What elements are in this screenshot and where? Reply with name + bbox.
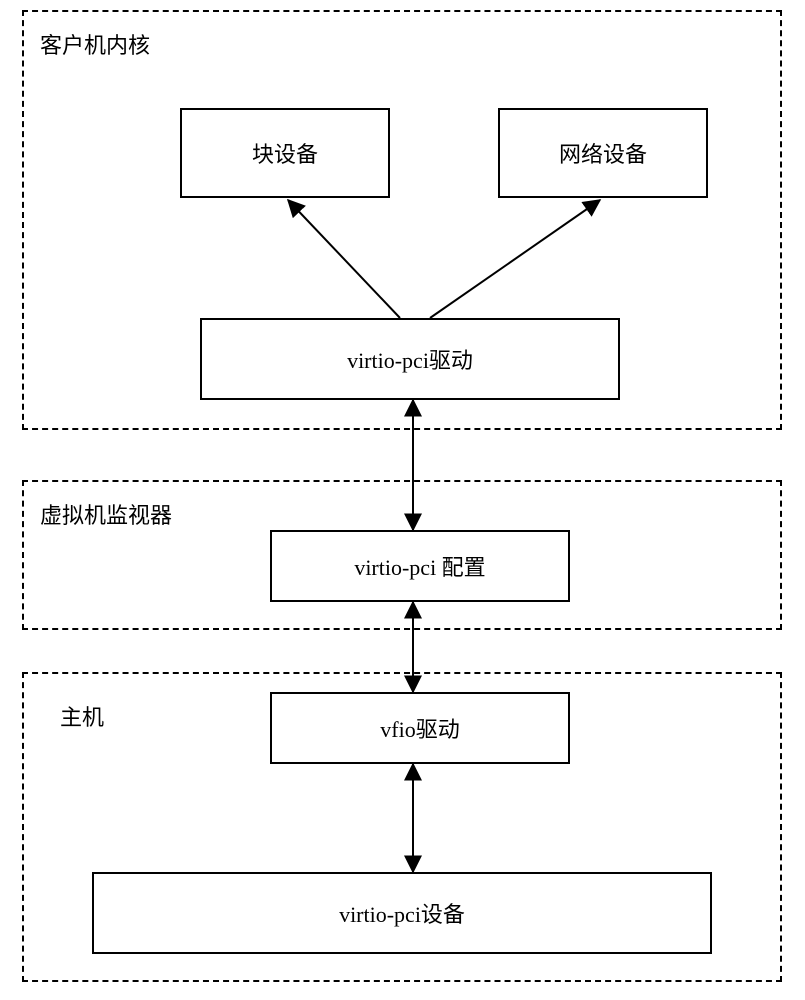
virtio-pci-config-box: virtio-pci 配置: [270, 530, 570, 602]
virtio-pci-device-box: virtio-pci设备: [92, 872, 712, 954]
vfio-driver-box: vfio驱动: [270, 692, 570, 764]
guest-kernel-label: 客户机内核: [40, 28, 150, 60]
net-device-box: 网络设备: [498, 108, 708, 198]
hypervisor-label: 虚拟机监视器: [40, 498, 172, 530]
host-label: 主机: [60, 700, 104, 732]
virtio-pci-driver-box: virtio-pci驱动: [200, 318, 620, 400]
block-device-box: 块设备: [180, 108, 390, 198]
